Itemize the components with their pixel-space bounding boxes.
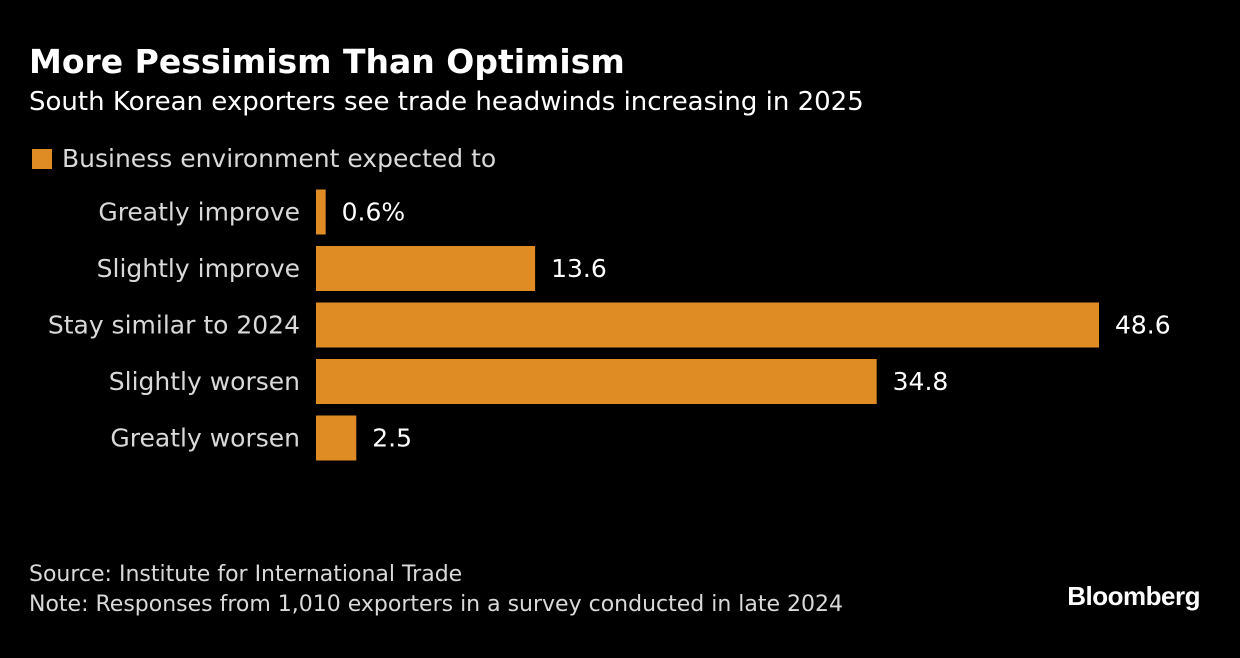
category-label: Greatly improve — [98, 198, 300, 227]
category-label: Slightly worsen — [109, 367, 300, 396]
category-label: Greatly worsen — [110, 424, 300, 453]
bar — [316, 302, 1099, 348]
value-label: 13.6 — [551, 254, 607, 283]
value-label: 0.6% — [342, 198, 406, 227]
legend-swatch — [32, 149, 52, 169]
footer: Source: Institute for International Trad… — [29, 560, 843, 620]
bar — [316, 189, 326, 235]
source-note: Source: Institute for International Trad… — [29, 562, 463, 587]
survey-note: Note: Responses from 1,010 exporters in … — [29, 592, 844, 617]
bloomberg-logo: Bloomberg — [1067, 581, 1200, 611]
value-label: 48.6 — [1115, 311, 1171, 340]
chart-subtitle: South Korean exporters see trade headwin… — [29, 87, 864, 117]
bar — [316, 246, 536, 291]
category-label: Stay similar to 2024 — [48, 311, 300, 340]
bar-chart: Greatly improve 0.6% Slightly improve 13.6 S… — [48, 189, 1171, 461]
category-label: Slightly improve — [97, 254, 300, 283]
bar — [316, 415, 357, 461]
value-label: 34.8 — [893, 367, 949, 396]
legend-label: Business environment expected to — [62, 144, 497, 173]
legend: Business environment expected to — [32, 142, 496, 176]
chart-title: More Pessimism Than Optimism — [29, 42, 625, 81]
bar — [316, 359, 877, 404]
value-label: 2.5 — [372, 424, 412, 453]
